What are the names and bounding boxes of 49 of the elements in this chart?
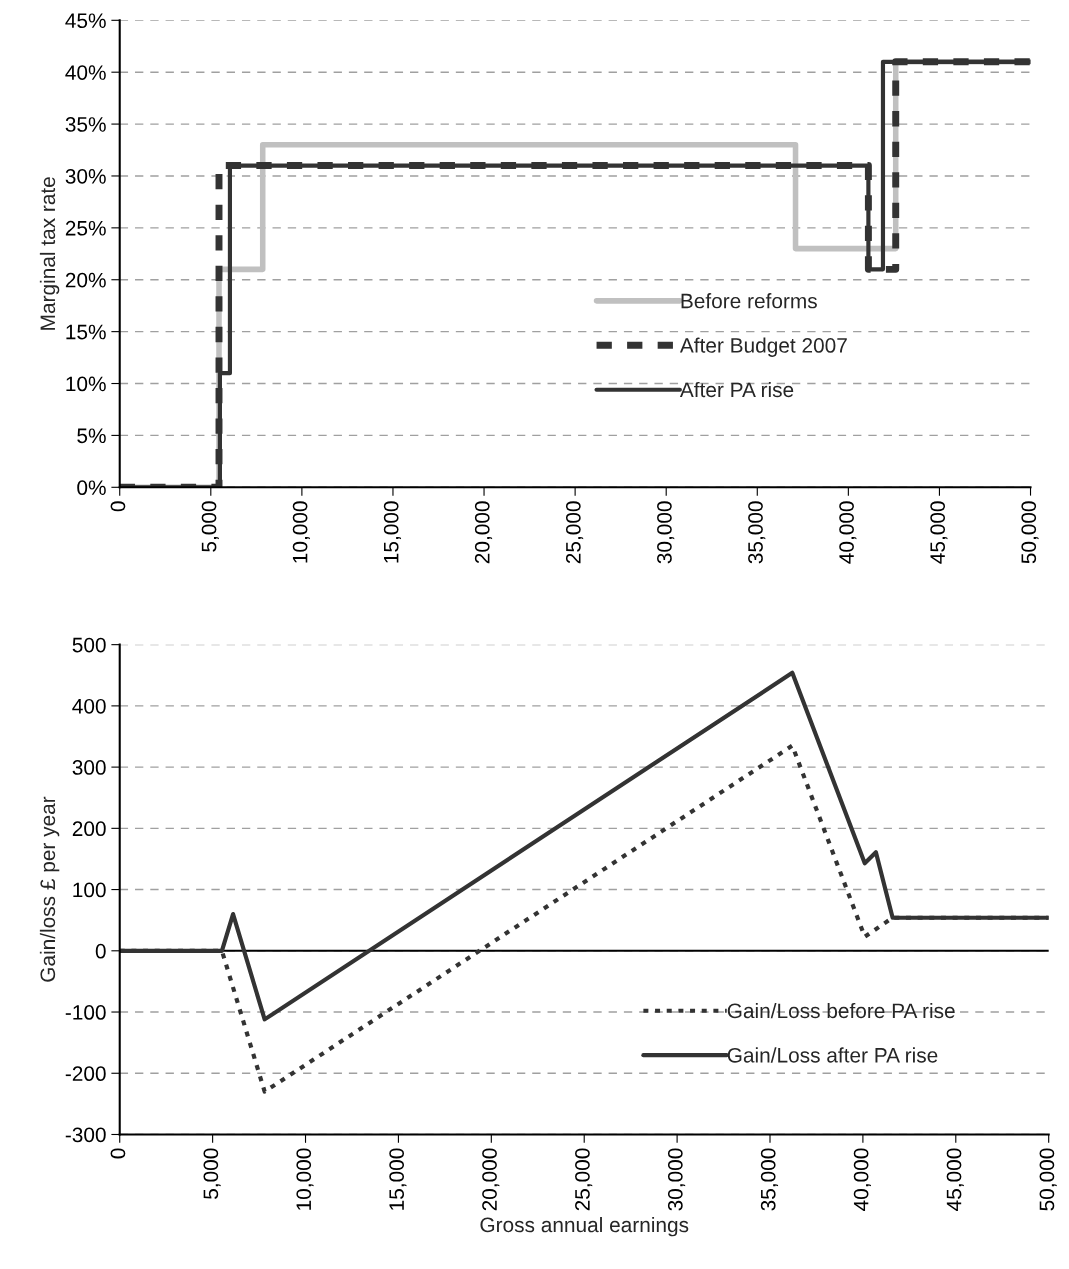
y-tick-label: 200 — [72, 821, 106, 837]
x-tick-label: 35,000 — [748, 501, 766, 564]
x-tick-label: 40,000 — [839, 501, 857, 564]
y-tick-label: 0 — [95, 943, 106, 959]
legend-label: After Budget 2007 — [679, 337, 847, 357]
y-tick-label: 300 — [72, 760, 106, 775]
x-tick-label: 20,000 — [482, 1148, 500, 1211]
x-tick-label: 45,000 — [930, 501, 948, 564]
y-tick-label: 400 — [72, 698, 106, 714]
x-tick-label: 15,000 — [389, 1148, 407, 1210]
x-tick-label: 10,000 — [296, 1148, 314, 1210]
legend-label: Gain/Loss before PA rise — [727, 1002, 955, 1019]
x-tick-label: 30,000 — [667, 1148, 686, 1211]
x-tick-label: 35,000 — [760, 1148, 779, 1211]
x-tick-label: 5,000 — [203, 1148, 221, 1199]
y-tick-label: 45% — [65, 13, 106, 29]
y-tick-label: 35% — [65, 117, 106, 132]
y-tick-label: -200 — [65, 1066, 106, 1082]
x-tick-label: 30,000 — [657, 501, 675, 564]
y-tick-label: 40% — [65, 65, 106, 80]
x-tick-label: 0 — [110, 501, 126, 512]
y-tick-label: 5% — [77, 428, 106, 444]
x-tick-label: 40,000 — [853, 1148, 871, 1211]
y-tick-label: -100 — [65, 1005, 106, 1020]
y-tick-label: 20% — [65, 272, 106, 288]
x-tick-label: 15,000 — [383, 501, 402, 563]
legend-label: Before reforms — [681, 293, 817, 309]
x-tick-label: 10,000 — [292, 501, 310, 563]
legend-label: After PA rise — [679, 381, 794, 398]
legend-label: Gain/Loss after PA rise — [727, 1047, 938, 1063]
x-tick-label: 50,000 — [1021, 501, 1039, 564]
y-axis-title: Gain/loss £ per year — [39, 796, 60, 982]
y-axis-title: Marginal tax rate — [39, 177, 60, 330]
y-tick-label: 25% — [65, 220, 106, 236]
x-tick-label: 20,000 — [474, 501, 493, 564]
x-tick-label: 50,000 — [1039, 1148, 1057, 1211]
x-tick-label: 0 — [110, 1148, 126, 1159]
y-tick-label: 0% — [77, 480, 106, 496]
y-tick-label: 10% — [66, 376, 106, 392]
x-tick-label: 45,000 — [946, 1148, 964, 1211]
x-tick-label: 5,000 — [201, 501, 219, 552]
y-tick-label: -300 — [65, 1127, 106, 1143]
x-axis-title: Gross annual earnings — [480, 1216, 689, 1237]
y-tick-label: 15% — [66, 324, 106, 340]
y-tick-label: 500 — [72, 637, 106, 653]
x-tick-label: 25,000 — [575, 1148, 593, 1211]
x-tick-label: 25,000 — [565, 501, 584, 564]
y-tick-label: 30% — [65, 168, 106, 184]
y-tick-label: 100 — [73, 882, 106, 898]
